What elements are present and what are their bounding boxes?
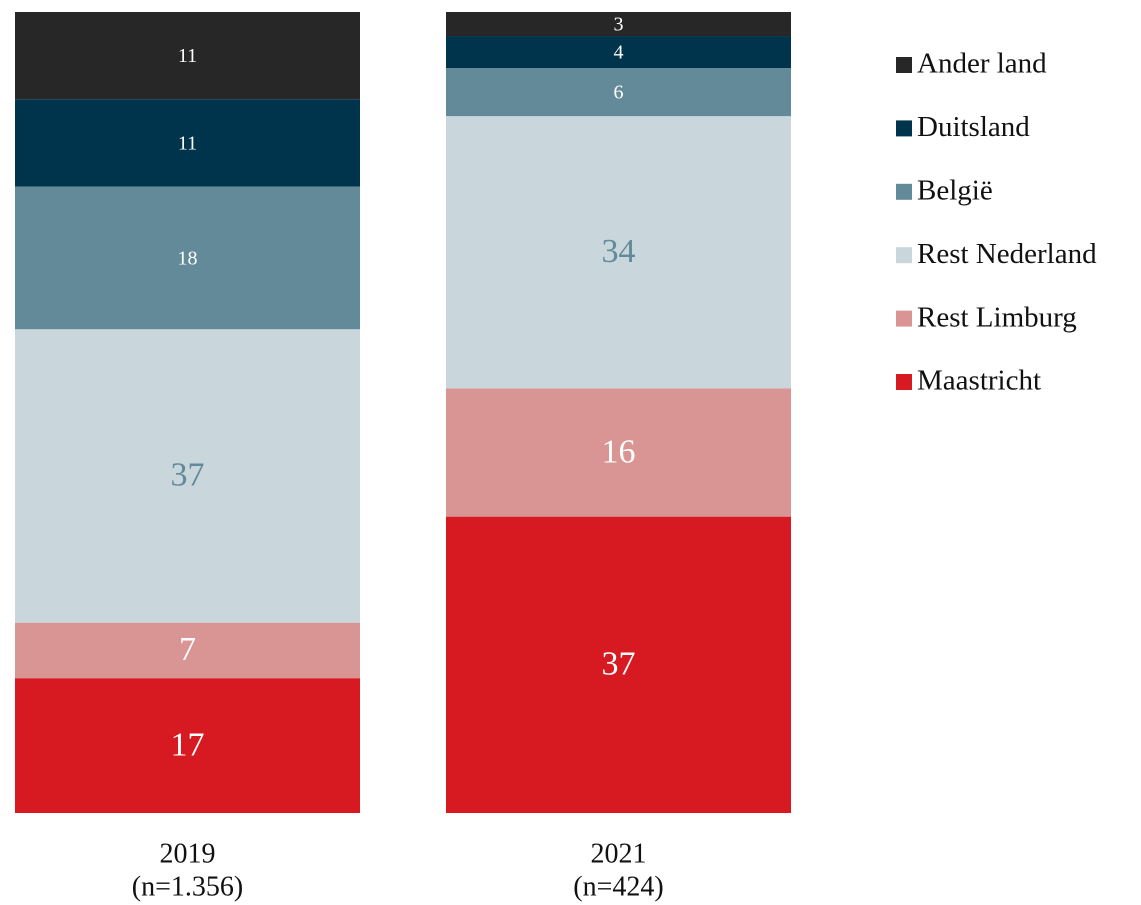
bar-segment — [15, 186, 360, 330]
data-label: 3 — [614, 14, 624, 36]
data-label: 37 — [171, 457, 205, 494]
data-label: 6 — [614, 82, 624, 104]
legend-label: Ander land — [917, 48, 1047, 80]
data-label: 7 — [179, 631, 196, 668]
data-label: 4 — [614, 42, 624, 64]
legend-label: Rest Limburg — [917, 301, 1077, 333]
bar-segment — [15, 678, 360, 813]
legend-swatch — [896, 183, 912, 200]
x-tick-label: 2021 — [591, 838, 647, 869]
bar-segment — [15, 329, 360, 623]
data-label: 11 — [178, 132, 197, 154]
bar-segment — [446, 116, 791, 389]
bar-segment — [446, 68, 791, 117]
bar-segment — [446, 516, 791, 813]
data-label: 18 — [178, 247, 198, 269]
bar-segment — [15, 622, 360, 679]
bar-segment — [446, 36, 791, 69]
bar-segment — [15, 99, 360, 187]
data-label: 34 — [602, 233, 636, 270]
x-tick-note: (n=1.356) — [132, 871, 243, 902]
legend-swatch — [896, 374, 912, 390]
legend-swatch — [896, 247, 912, 264]
legend-swatch — [896, 310, 912, 327]
data-label: 37 — [602, 646, 636, 683]
legend-label: Rest Nederland — [917, 238, 1097, 270]
data-label: 11 — [178, 45, 197, 67]
legend-label: Duitsland — [917, 111, 1030, 143]
legend-label: Maastricht — [917, 365, 1041, 397]
legend-swatch — [896, 120, 912, 137]
bar-segment — [15, 12, 360, 100]
x-tick-label: 2019 — [160, 838, 216, 869]
data-label: 16 — [602, 433, 636, 470]
bar-segment — [446, 12, 791, 37]
bar-segment — [446, 388, 791, 517]
legend-swatch — [896, 57, 912, 73]
x-tick-note: (n=424) — [573, 871, 663, 902]
data-label: 17 — [171, 726, 205, 763]
legend-label: België — [917, 174, 993, 206]
